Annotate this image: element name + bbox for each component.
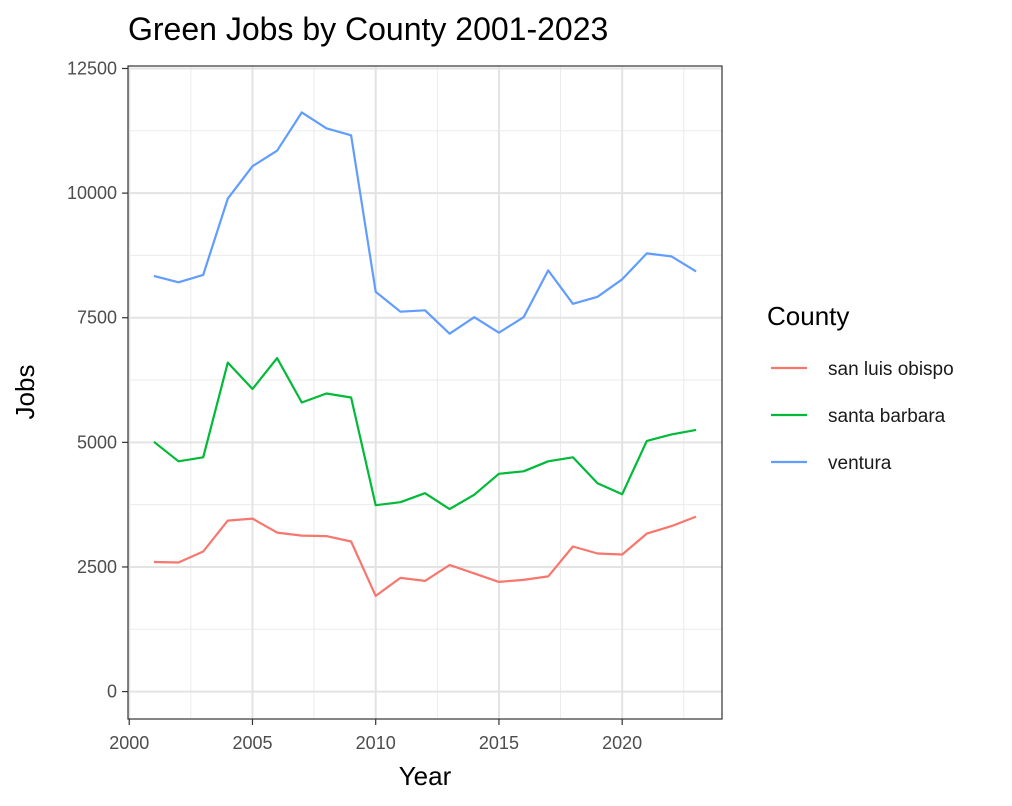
y-axis-title: Jobs — [10, 365, 40, 420]
y-tick-label: 0 — [107, 682, 117, 702]
plot-panel-border — [127, 65, 723, 720]
series-line-ventura — [153, 111, 697, 335]
y-tick-label: 5000 — [77, 432, 117, 452]
series-lines — [153, 111, 697, 598]
y-tick-label: 12500 — [67, 58, 117, 78]
legend-label: santa barbara — [828, 406, 946, 427]
y-tick-label: 7500 — [77, 308, 117, 328]
legend-label: ventura — [828, 453, 892, 474]
legend-title: County — [767, 301, 849, 331]
series-line-san-luis-obispo — [153, 515, 697, 598]
x-tick-label: 2010 — [356, 733, 396, 753]
series-line-santa-barbara — [153, 357, 697, 511]
legend-label: san luis obispo — [828, 359, 954, 380]
x-tick-label: 2000 — [109, 733, 149, 753]
y-tick-label: 2500 — [77, 557, 117, 577]
x-tick-label: 2005 — [232, 733, 272, 753]
legend: County san luis obispo santa barbara ventu… — [767, 301, 954, 474]
x-axis-title: Year — [399, 761, 452, 791]
major-gridlines — [128, 66, 722, 719]
y-axis: 0 2500 5000 7500 10000 12500 — [67, 58, 128, 702]
x-axis: 2000 2005 2010 2015 2020 — [109, 719, 642, 753]
y-tick-label: 10000 — [67, 183, 117, 203]
x-tick-label: 2020 — [602, 733, 642, 753]
chart-title: Green Jobs by County 2001-2023 — [128, 11, 608, 47]
x-tick-label: 2015 — [479, 733, 519, 753]
